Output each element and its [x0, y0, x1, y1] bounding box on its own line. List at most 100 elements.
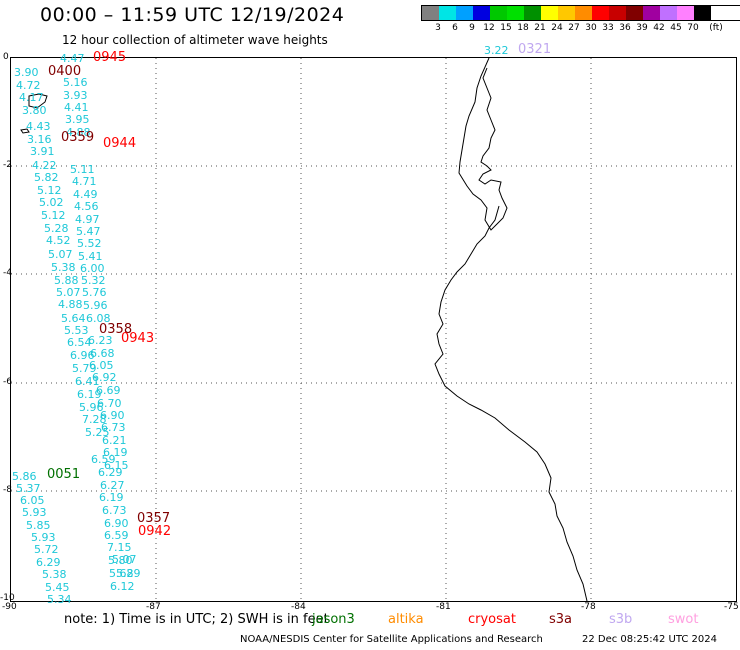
- satellite-altika: altika: [388, 612, 424, 627]
- legend-labels: 3 6 9 12 15 18 21 24 27 30 33 36 39 42 45 70 (ft): [421, 21, 740, 35]
- wave-height-label: 6.05: [20, 494, 45, 507]
- satellite-cryosat: cryosat: [468, 612, 516, 627]
- wave-height-label: 5.34: [47, 593, 72, 606]
- wave-height-label: 5.52: [77, 237, 102, 250]
- wave-height-label: 5.07: [56, 286, 81, 299]
- wave-height-label: 6.59: [104, 529, 129, 542]
- wave-height-label: 5.38: [42, 568, 67, 581]
- legend-label: 42: [653, 23, 665, 33]
- wave-height-label: 5.80: [108, 554, 133, 567]
- wave-height-label: 6.19: [99, 491, 124, 504]
- legend-unit: (ft): [709, 23, 723, 33]
- wave-height-label: 6.08: [86, 312, 111, 325]
- wave-height-label: 6.68: [90, 347, 115, 360]
- wave-height-label: 3.93: [63, 89, 88, 102]
- legend-swatch: [626, 6, 643, 20]
- map-canvas: [11, 58, 736, 601]
- map-subtitle: 12 hour collection of altimeter wave hei…: [62, 33, 328, 47]
- wave-height-label: 6.05: [89, 359, 114, 372]
- wave-height-label: 3.22: [484, 44, 509, 57]
- legend-label: 70: [687, 23, 699, 33]
- y-tick-label: -2: [3, 160, 12, 170]
- x-tick-label: -84: [291, 602, 306, 612]
- legend-label: 33: [602, 23, 614, 33]
- legend-label: 39: [636, 23, 648, 33]
- wave-height-label: 5.72: [34, 543, 59, 556]
- y-tick-label: -6: [3, 377, 12, 387]
- wave-height-label: 6.92: [92, 371, 117, 384]
- wave-height-label: 5.47: [76, 225, 101, 238]
- y-tick-label: -4: [3, 268, 12, 278]
- wave-height-label: 5.86: [12, 470, 37, 483]
- wave-height-label: 7.28: [82, 413, 107, 426]
- legend-swatch: [575, 6, 592, 20]
- y-tick-label: 0: [3, 52, 9, 62]
- satellite-s3a: s3a: [549, 612, 573, 627]
- x-tick-label: -75: [724, 602, 739, 612]
- wave-height-label: 4.72: [16, 79, 41, 92]
- wave-height-label: 6.41: [75, 375, 100, 388]
- wave-height-label: 5.29: [116, 567, 141, 580]
- wave-height-label: 4.22: [32, 159, 57, 172]
- wave-height-label: 6.23: [88, 334, 113, 347]
- wave-height-label: 5.38: [51, 261, 76, 274]
- satellite-swot: swot: [668, 612, 699, 627]
- legend-swatch: [541, 6, 558, 20]
- wave-height-label: 6.21: [102, 434, 127, 447]
- wave-height-label: 5.82: [34, 171, 59, 184]
- wave-height-label: 4.47: [60, 52, 85, 65]
- y-tick-label: -10: [0, 593, 15, 603]
- legend-swatch: [558, 6, 575, 20]
- wave-height-label: 4.97: [75, 213, 100, 226]
- wave-height-label: 5.12: [37, 184, 62, 197]
- legend-swatch: [490, 6, 507, 20]
- wave-height-label: 6.69: [96, 384, 121, 397]
- wave-height-label: 5.25: [85, 426, 110, 439]
- legend-swatches: [421, 5, 740, 21]
- wave-height-label: 5.16: [63, 76, 88, 89]
- map-title: 00:00 – 11:59 UTC 12/19/2024: [40, 4, 345, 26]
- wave-height-label: 6.19: [77, 388, 102, 401]
- wave-height-label: 4.49: [73, 188, 98, 201]
- wave-height-label: 3.16: [27, 133, 52, 146]
- wave-height-label: 3.91: [30, 145, 55, 158]
- wave-height-label: 3.90: [14, 66, 39, 79]
- legend-label: 9: [469, 23, 475, 33]
- wave-height-label: 5.96: [79, 401, 104, 414]
- wave-height-label: 5.11: [70, 163, 95, 176]
- wave-height-label: 6.19: [103, 446, 128, 459]
- wave-height-label: 4.71: [72, 175, 97, 188]
- wave-height-label: 6.54: [67, 336, 92, 349]
- wave-height-label: 5.28: [44, 222, 69, 235]
- color-legend: 3 6 9 12 15 18 21 24 27 30 33 36 39 42 45 70 (ft): [421, 5, 740, 35]
- satellite-jason3: jason3: [312, 612, 355, 627]
- legend-label: 6: [452, 23, 458, 33]
- wave-height-label: 5.76: [82, 286, 107, 299]
- legend-label: 21: [534, 23, 546, 33]
- legend-swatch: [677, 6, 694, 20]
- x-tick-label: -78: [581, 602, 596, 612]
- wave-height-label: 5.12: [41, 209, 66, 222]
- wave-height-label: 4.17: [19, 91, 44, 104]
- wave-height-label: 4.43: [26, 120, 51, 133]
- wave-height-label: 6.90: [100, 409, 125, 422]
- wave-height-label: 5.32: [81, 274, 106, 287]
- wave-height-label: 6.96: [70, 349, 95, 362]
- legend-swatch: [473, 6, 490, 20]
- legend-swatch: [524, 6, 541, 20]
- x-tick-label: -81: [436, 602, 451, 612]
- islet-outline: [20, 128, 30, 134]
- map-frame: [10, 57, 737, 602]
- wave-height-label: 6.27: [100, 479, 125, 492]
- pass-time-label: 0051: [47, 467, 81, 482]
- footnote: note: 1) Time is in UTC; 2) SWH is in fe…: [64, 612, 329, 627]
- wave-height-label: 4.88: [58, 298, 83, 311]
- legend-label: 24: [551, 23, 563, 33]
- pass-time-label: 0359: [61, 130, 95, 145]
- wave-height-label: 6.59: [91, 453, 116, 466]
- wave-height-label: 4.88: [66, 126, 91, 139]
- wave-height-label: 5.85: [26, 519, 51, 532]
- wave-height-label: 7.15: [107, 541, 132, 554]
- wave-height-label: 5.88: [54, 274, 79, 287]
- legend-swatch: [422, 6, 439, 20]
